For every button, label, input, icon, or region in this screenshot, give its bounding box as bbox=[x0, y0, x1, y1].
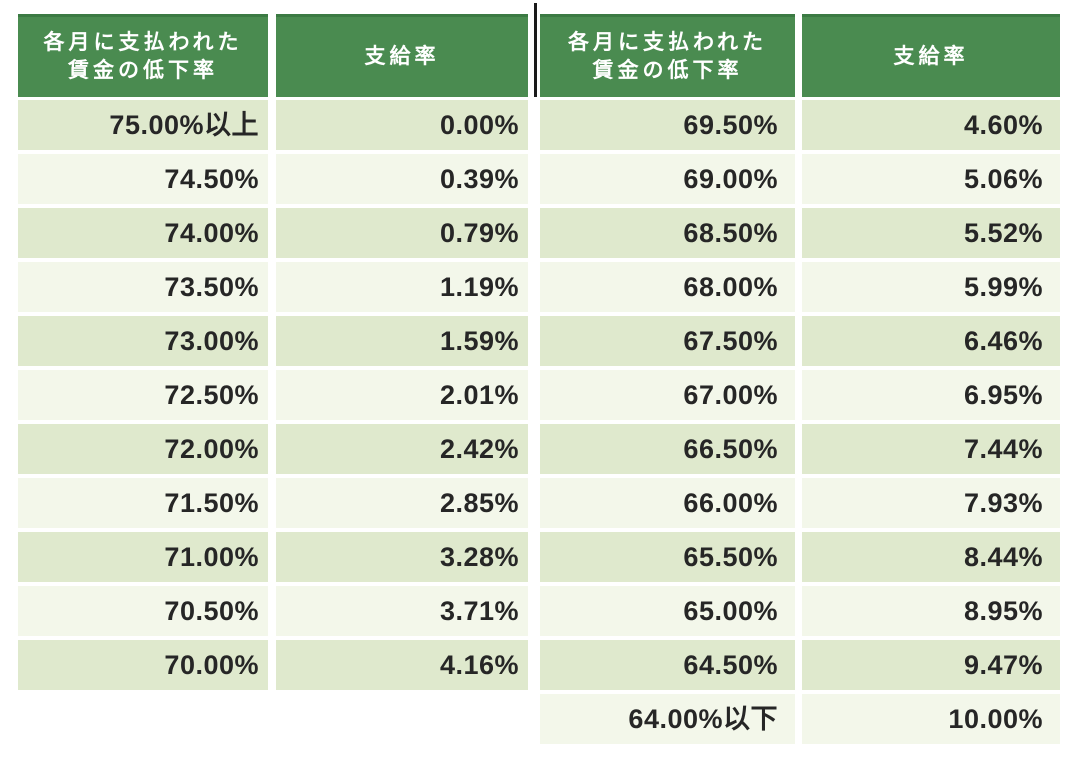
header-cell-payment-rate-right: 支給率 bbox=[802, 14, 1060, 97]
payment-rate-cell: 10.00% bbox=[802, 694, 1060, 744]
wage-drop-cell: 74.00% bbox=[18, 208, 268, 258]
payment-rate-cell: 0.00% bbox=[276, 100, 528, 150]
wage-drop-cell: 64.00%以下 bbox=[540, 694, 795, 744]
wage-drop-cell: 75.00%以上 bbox=[18, 100, 268, 150]
header-cell-wage-drop-right: 各月に支払われた 賃金の低下率 bbox=[540, 14, 795, 97]
payment-rate-cell: 2.42% bbox=[276, 424, 528, 474]
payment-rate-cell: 7.44% bbox=[802, 424, 1060, 474]
wage-drop-cell: 68.50% bbox=[540, 208, 795, 258]
payment-rate-cell: 8.44% bbox=[802, 532, 1060, 582]
wage-drop-cell: 66.50% bbox=[540, 424, 795, 474]
payment-rate-cell: 4.60% bbox=[802, 100, 1060, 150]
wage-drop-cell: 74.50% bbox=[18, 154, 268, 204]
wage-drop-cell: 70.00% bbox=[18, 640, 268, 690]
header-cell-wage-drop-left: 各月に支払われた 賃金の低下率 bbox=[18, 14, 268, 97]
payment-rate-cell: 5.52% bbox=[802, 208, 1060, 258]
payment-rate-cell: 2.01% bbox=[276, 370, 528, 420]
header-label: 支給率 bbox=[364, 45, 440, 68]
payment-rate-cell: 4.16% bbox=[276, 640, 528, 690]
payment-rate-cell: 3.28% bbox=[276, 532, 528, 582]
wage-drop-cell: 67.00% bbox=[540, 370, 795, 420]
payment-rate-table: 各月に支払われた 賃金の低下率 支給率 各月に支払われた 賃金の低下率 支給率 … bbox=[18, 3, 1060, 748]
wage-drop-cell: 72.00% bbox=[18, 424, 268, 474]
header-label-line2: 賃金の低下率 bbox=[592, 59, 743, 82]
payment-rate-cell: 1.19% bbox=[276, 262, 528, 312]
payment-rate-cell: 7.93% bbox=[802, 478, 1060, 528]
wage-drop-cell: 65.50% bbox=[540, 532, 795, 582]
payment-rate-cell: 8.95% bbox=[802, 586, 1060, 636]
center-divider-line bbox=[534, 3, 537, 97]
wage-drop-cell: 73.50% bbox=[18, 262, 268, 312]
payment-rate-cell: 1.59% bbox=[276, 316, 528, 366]
payment-rate-cell: 0.39% bbox=[276, 154, 528, 204]
payment-rate-cell: 6.46% bbox=[802, 316, 1060, 366]
header-label: 支給率 bbox=[893, 45, 969, 68]
wage-drop-cell: 73.00% bbox=[18, 316, 268, 366]
payment-rate-cell: 6.95% bbox=[802, 370, 1060, 420]
wage-drop-cell: 69.50% bbox=[540, 100, 795, 150]
wage-drop-cell: 69.00% bbox=[540, 154, 795, 204]
wage-drop-cell: 72.50% bbox=[18, 370, 268, 420]
wage-drop-cell: 65.00% bbox=[540, 586, 795, 636]
wage-drop-cell: 71.50% bbox=[18, 478, 268, 528]
payment-rate-cell: 3.71% bbox=[276, 586, 528, 636]
wage-drop-cell: 67.50% bbox=[540, 316, 795, 366]
payment-rate-cell: 0.79% bbox=[276, 208, 528, 258]
payment-rate-cell: 5.06% bbox=[802, 154, 1060, 204]
payment-rate-cell: 2.85% bbox=[276, 478, 528, 528]
wage-drop-cell: 71.00% bbox=[18, 532, 268, 582]
header-cell-payment-rate-left: 支給率 bbox=[276, 14, 528, 97]
payment-rate-cell: 9.47% bbox=[802, 640, 1060, 690]
header-label-line2: 賃金の低下率 bbox=[68, 59, 218, 82]
header-label-line1: 各月に支払われた bbox=[43, 31, 243, 54]
payment-rate-cell: 5.99% bbox=[802, 262, 1060, 312]
header-label-line1: 各月に支払われた bbox=[568, 31, 767, 54]
wage-drop-cell: 66.00% bbox=[540, 478, 795, 528]
wage-drop-cell: 68.00% bbox=[540, 262, 795, 312]
wage-drop-cell: 70.50% bbox=[18, 586, 268, 636]
wage-drop-cell: 64.50% bbox=[540, 640, 795, 690]
